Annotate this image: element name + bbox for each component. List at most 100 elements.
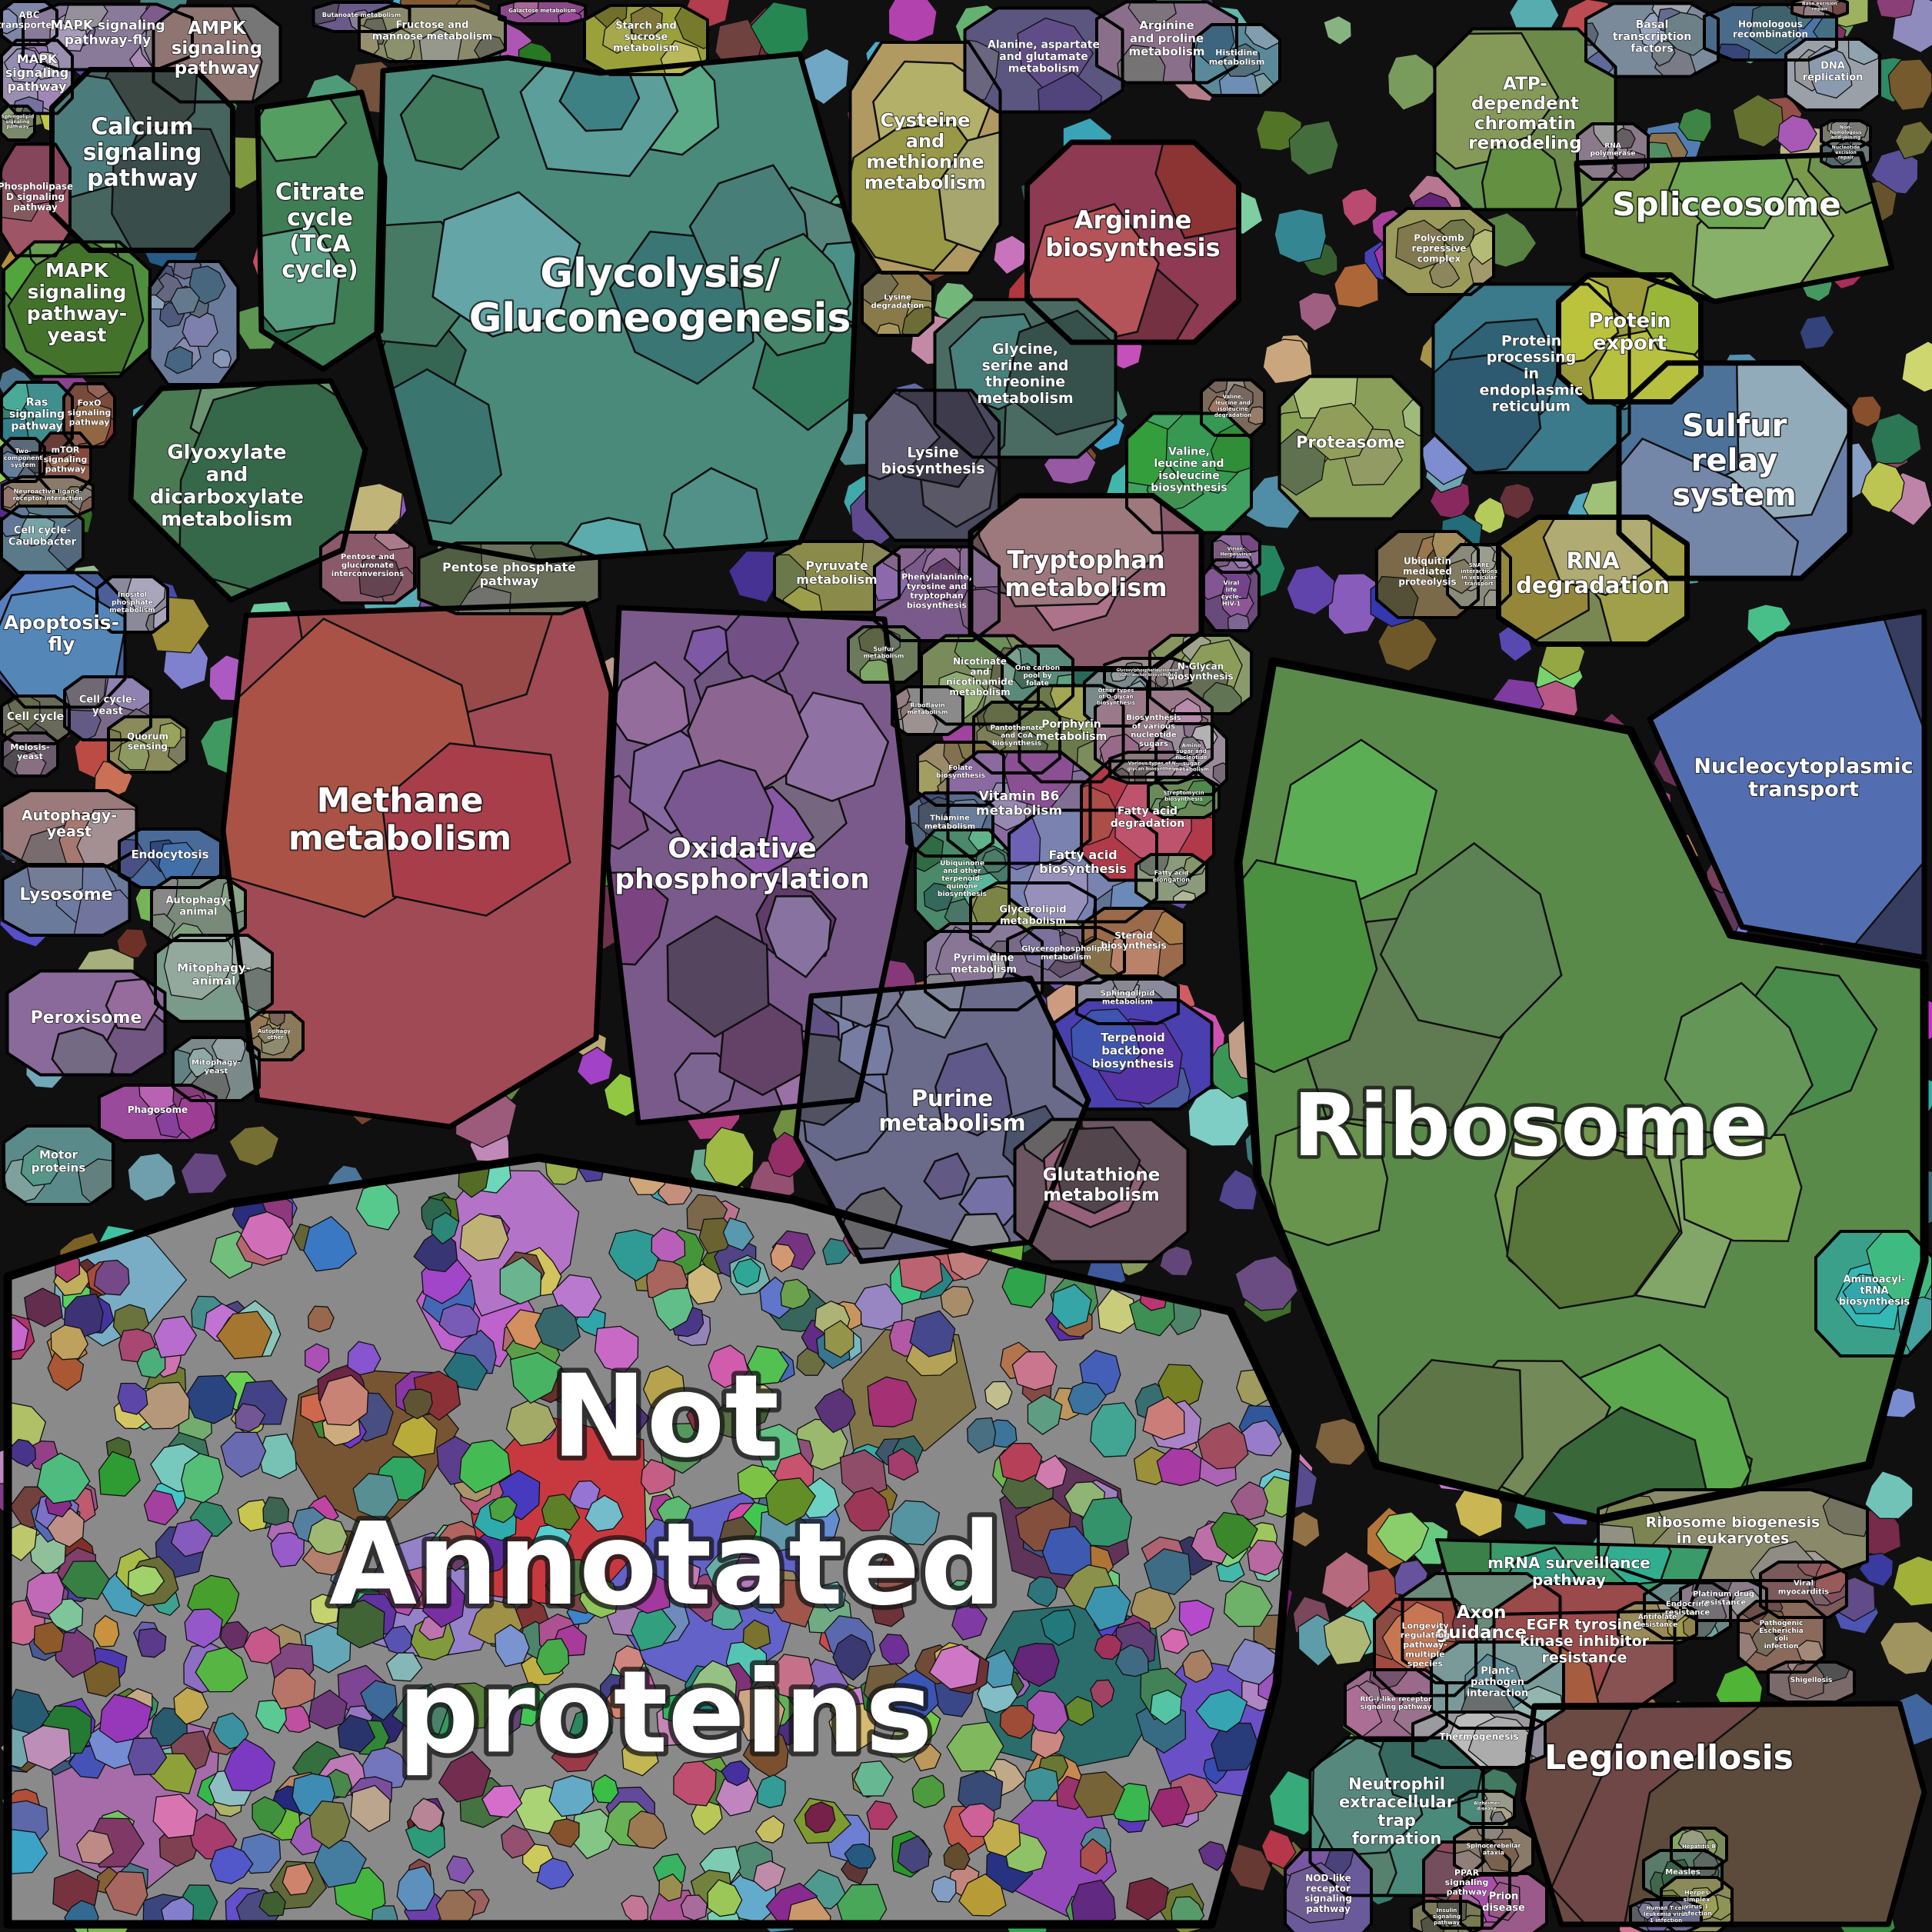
- treemap-cell: [305, 1343, 330, 1374]
- treemap-cell: [690, 1660, 738, 1710]
- treemap-cell: [8, 1688, 50, 1736]
- region-border: [1006, 926, 1126, 984]
- region-border: [1411, 1710, 1547, 1769]
- treemap-cell: [270, 1531, 305, 1567]
- region-border: [1200, 378, 1266, 437]
- region-label-arginine-proline-metabolism: Arginine and proline metabolism: [1129, 18, 1205, 58]
- treemap-cell: [1195, 1689, 1248, 1733]
- treemap-cell: [663, 759, 774, 858]
- treemap-cell: [310, 1594, 339, 1625]
- treemap-cell: [707, 1879, 743, 1917]
- treemap-cell: [750, 1, 810, 67]
- treemap-cell: [732, 1553, 767, 1591]
- region-border: [95, 575, 169, 634]
- treemap-cell: [909, 1310, 956, 1357]
- region-label-rig-i-like-receptor-signaling: RIG-I-like receptor signaling pathway: [1361, 1696, 1433, 1711]
- treemap-cell: [770, 1243, 796, 1273]
- region-border: [311, 1, 411, 33]
- region-border: [1277, 375, 1424, 521]
- region-border: [1, 475, 95, 518]
- treemap-cell: [1, 144, 70, 208]
- treemap-cell: [431, 1211, 460, 1245]
- region-label-mtor-signaling: mTOR signaling pathway: [44, 445, 88, 475]
- treemap-cell: [1487, 1881, 1521, 1921]
- region-fatty-acid-elongation: [1136, 854, 1207, 902]
- treemap-cell: [383, 1625, 413, 1655]
- treemap-cell: [1542, 517, 1653, 597]
- treemap-cell: [308, 1689, 348, 1730]
- treemap-cell: [240, 1211, 295, 1260]
- treemap-cell: [1071, 1879, 1117, 1924]
- treemap-cell: [20, 1144, 61, 1187]
- treemap-cell: [1684, 1590, 1727, 1621]
- treemap-cell: [1110, 671, 1128, 682]
- region-border: [1095, 0, 1238, 85]
- region-label-sphingolipid-signaling: Sphingolipid signaling pathway: [2, 114, 34, 129]
- treemap-cell: [1126, 1877, 1169, 1920]
- treemap-cell: [804, 1801, 836, 1834]
- treemap-cell: [224, 1738, 276, 1792]
- region-label-protein-processing-er: Protein processing in endoplasmic reticulum: [1480, 332, 1584, 415]
- region-label-valine-leucine-isoleucine-degradation: Valine, leucine and isoleucine degradation: [1214, 394, 1251, 418]
- region-border: [1211, 532, 1261, 574]
- region-label-alzheimer-disease: Alzheimer disease: [1474, 1801, 1500, 1812]
- region-border: [0, 38, 74, 115]
- treemap-cell: [347, 1341, 381, 1376]
- treemap-cell: [228, 1125, 280, 1167]
- region-label-phenylalanine-tyrosine-tryptophan: Phenylalanine, tyrosine and tryptophan bios…: [901, 572, 972, 611]
- treemap-cell: [127, 1564, 165, 1597]
- treemap-cell: [1667, 154, 1795, 229]
- treemap-cell: [1611, 150, 1646, 179]
- treemap-cell: [601, 1396, 651, 1441]
- treemap-cell: [164, 345, 193, 375]
- treemap-cell: [1879, 1621, 1932, 1675]
- treemap-cell: [640, 1458, 676, 1495]
- treemap-cell: [127, 1152, 177, 1202]
- treemap-cell: [180, 1152, 228, 1194]
- region-border: [1008, 808, 1158, 924]
- region-label-folate-biosynthesis: Folate biosynthesis: [936, 764, 985, 780]
- region-label-nod-like-receptor-signaling: NOD-like receptor signaling pathway: [1304, 1873, 1352, 1914]
- treemap-cell: [446, 1855, 475, 1884]
- treemap-cell: [137, 1085, 180, 1115]
- treemap-cell: [303, 1216, 358, 1272]
- region-label-gpi-anchor-biosynthesis: Glycosylphosphatidylinositol (GPI)-anchor…: [1116, 668, 1178, 678]
- treemap-cell: [980, 848, 1008, 873]
- treemap-cell: [235, 1403, 266, 1433]
- region-border: [1284, 1848, 1373, 1932]
- region-border: [2, 1124, 115, 1206]
- treemap-cell: [137, 1627, 167, 1658]
- treemap-cell: [1073, 1771, 1125, 1818]
- region-border: [118, 828, 222, 889]
- region-label-tryptophan-metabolism: Tryptophan metabolism: [1004, 545, 1167, 602]
- region-label-thermogenesis: Thermogenesis: [1439, 1731, 1518, 1742]
- treemap-cell: [499, 1256, 542, 1305]
- region-border: [148, 260, 240, 386]
- treemap-cell: [488, 1495, 518, 1524]
- treemap-cell: [651, 1227, 686, 1263]
- region-label-citrate-cycle-tca: Citrate cycle (TCA cycle): [275, 179, 365, 284]
- treemap-cell: [822, 1237, 851, 1266]
- treemap-cell: [458, 1439, 511, 1494]
- treemap-cell: [99, 1694, 152, 1744]
- region-label-cell-cycle: Cell cycle: [7, 711, 64, 723]
- region-label-axon-guidance: Axon guidance: [1436, 1603, 1527, 1643]
- treemap-cell: [630, 5, 663, 39]
- treemap-cell: [336, 1599, 385, 1649]
- treemap-cell: [505, 1399, 558, 1447]
- treemap-cell: [541, 1494, 581, 1531]
- treemap-cell: [1651, 41, 1676, 67]
- treemap-cell: [766, 1654, 815, 1701]
- region-label-pentose-phosphate-pathway: Pentose phosphate pathway: [442, 560, 576, 588]
- treemap-cell: [46, 1507, 85, 1548]
- region-peroxisome: [7, 971, 165, 1075]
- region-label-porphyrin-metabolism: Porphyrin metabolism: [1036, 718, 1107, 743]
- treemap-cell: [153, 1315, 198, 1358]
- region-border: [946, 750, 1092, 865]
- treemap-cell: [1377, 612, 1438, 672]
- region-label-amino-sugar-nucleotide-sugar: Amino sugar and nucleotide sugar metabolism: [1174, 742, 1209, 772]
- region-border: [1148, 634, 1253, 715]
- region-border: [1576, 122, 1650, 181]
- region-label-plant-pathogen-interaction: Plant-pathogen interaction: [1467, 1665, 1529, 1699]
